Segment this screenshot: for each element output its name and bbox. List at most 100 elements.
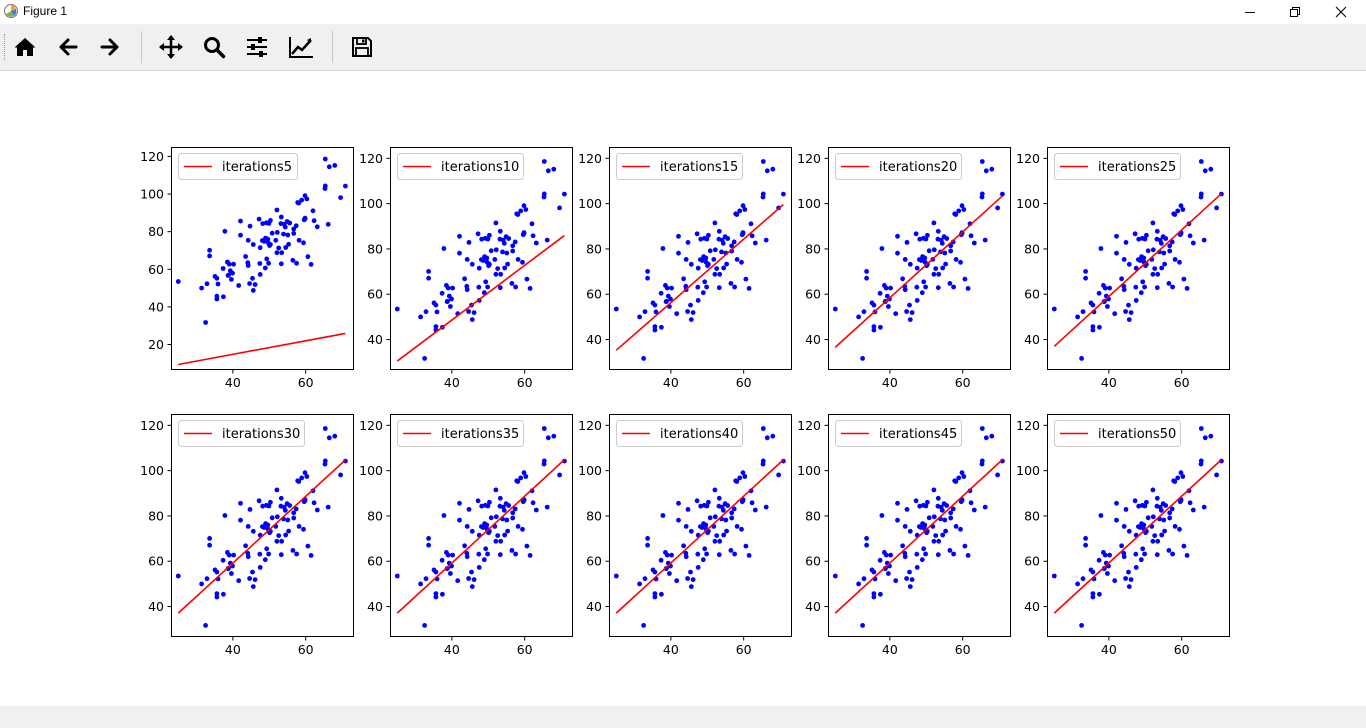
legend-box [397, 420, 524, 447]
subplot-iterations45[interactable]: 40 60 40 60 80 100 120 iterations45 [797, 414, 1011, 658]
subplot-iterations50[interactable]: 40 60 40 60 80 100 120 iterations50 [1016, 414, 1230, 658]
scatter-point [483, 279, 489, 285]
scatter-point [959, 470, 965, 476]
scatter-point [641, 356, 646, 361]
forward-button[interactable] [94, 31, 126, 63]
scatter-point [909, 310, 915, 315]
home-button[interactable] [9, 31, 41, 63]
scatter-point [732, 551, 737, 557]
scatter-point [933, 266, 939, 271]
scatter-point [265, 236, 271, 242]
y-tick-label: 60 [148, 554, 164, 569]
subplot-iterations40[interactable]: 40 60 40 60 80 100 120 iterations40 [578, 414, 792, 658]
scatter-point [1107, 552, 1112, 558]
figure-canvas[interactable]: 40 60 20 40 60 80 100 120 iterations5 40 60 40 60 80 1… [0, 71, 1366, 706]
toolbar-grip[interactable] [4, 34, 7, 60]
x-tick-label: 60 [517, 375, 533, 390]
scatter-point [515, 212, 521, 217]
subplot-iterations30[interactable]: 40 60 40 60 80 100 120 iterations30 [140, 414, 354, 658]
y-tick-label: 120 [578, 151, 602, 166]
scatter-point [236, 283, 242, 288]
scatter-point [326, 435, 332, 441]
scatter-point [450, 285, 455, 291]
scatter-point [674, 311, 680, 317]
scatter-point [961, 474, 967, 479]
scatter-point [861, 309, 867, 315]
scatter-point [322, 183, 328, 189]
scatter-point [326, 164, 332, 170]
scatter-point [674, 578, 680, 584]
y-tick-label: 60 [805, 287, 821, 302]
scatter-point [642, 576, 648, 582]
scatter-point [471, 577, 477, 582]
scatter-point [613, 573, 619, 579]
pan-button[interactable] [155, 31, 187, 63]
scatter-point [900, 543, 905, 549]
scatter-point [493, 271, 499, 277]
scatter-point [904, 240, 910, 245]
scatter-point [247, 223, 253, 229]
zoom-button[interactable] [198, 31, 230, 63]
subplot-iterations35[interactable]: 40 60 40 60 80 100 120 iterations35 [359, 414, 573, 658]
scatter-point [1112, 311, 1118, 317]
scatter-point [695, 565, 701, 570]
scatter-point [212, 567, 218, 573]
scatter-point [296, 524, 302, 529]
scatter-point [716, 228, 722, 234]
figure-plot-area[interactable]: 40 60 20 40 60 80 100 120 iterations5 40 60 40 60 80 1… [0, 71, 1366, 706]
close-button[interactable] [1318, 0, 1364, 24]
minimize-button[interactable] [1227, 0, 1273, 24]
scatter-point [683, 524, 689, 529]
scatter-point [1167, 243, 1173, 249]
scatter-point [877, 290, 883, 296]
scatter-point [965, 553, 971, 558]
scatter-point [1172, 212, 1178, 217]
scatter-point [1121, 257, 1127, 262]
scatter-point [1083, 275, 1088, 281]
scatter-point [953, 479, 959, 484]
legend-label: iterations20 [879, 160, 957, 175]
fit-line [177, 459, 346, 614]
y-tick-label: 120 [797, 151, 821, 166]
scatter-point [250, 242, 256, 247]
scatter-point [1208, 433, 1214, 439]
scatter-point [861, 576, 867, 582]
scatter-point [1198, 191, 1204, 197]
scatter-point [471, 310, 477, 315]
y-tick-label: 60 [367, 287, 383, 302]
scatter-point [462, 543, 467, 549]
subplot-iterations20[interactable]: 40 60 40 60 80 100 120 iterations20 [797, 147, 1011, 391]
configure-subplots-button[interactable] [241, 31, 273, 63]
subplot-iterations5[interactable]: 40 60 20 40 60 80 100 120 iterations5 [140, 147, 354, 391]
scatter-point [252, 577, 258, 582]
scatter-point [719, 249, 724, 255]
scatter-point [512, 239, 518, 245]
subplot-iterations10[interactable]: 40 60 40 60 80 100 120 iterations10 [359, 147, 573, 391]
scatter-point [301, 217, 307, 223]
y-tick-label: 120 [140, 418, 164, 433]
scatter-point [1107, 285, 1112, 291]
scatter-point [497, 228, 503, 234]
scatter-point [466, 309, 471, 314]
scatter-point [486, 530, 491, 536]
scatter-point [982, 504, 988, 510]
scatter-point [688, 528, 694, 534]
restore-button[interactable] [1272, 0, 1318, 24]
scatter-point [931, 220, 937, 226]
subplot-iterations25[interactable]: 40 60 40 60 80 100 120 iterations25 [1016, 147, 1230, 391]
scatter-point [493, 514, 499, 520]
scatter-point [695, 284, 701, 290]
scatter-point [907, 302, 912, 308]
y-tick-label: 120 [359, 151, 383, 166]
scatter-point [305, 543, 311, 549]
subplot-iterations15[interactable]: 40 60 40 60 80 100 120 iterations15 [578, 147, 792, 391]
edit-axis-button[interactable] [285, 31, 317, 63]
scatter-point [1172, 524, 1178, 529]
scatter-point [422, 356, 427, 361]
scatter-point [1152, 533, 1158, 538]
y-tick-label: 80 [1024, 241, 1040, 256]
scatter-point [1214, 472, 1219, 478]
save-button[interactable] [346, 31, 378, 63]
scatter-point [487, 232, 492, 238]
back-button[interactable] [52, 31, 84, 63]
